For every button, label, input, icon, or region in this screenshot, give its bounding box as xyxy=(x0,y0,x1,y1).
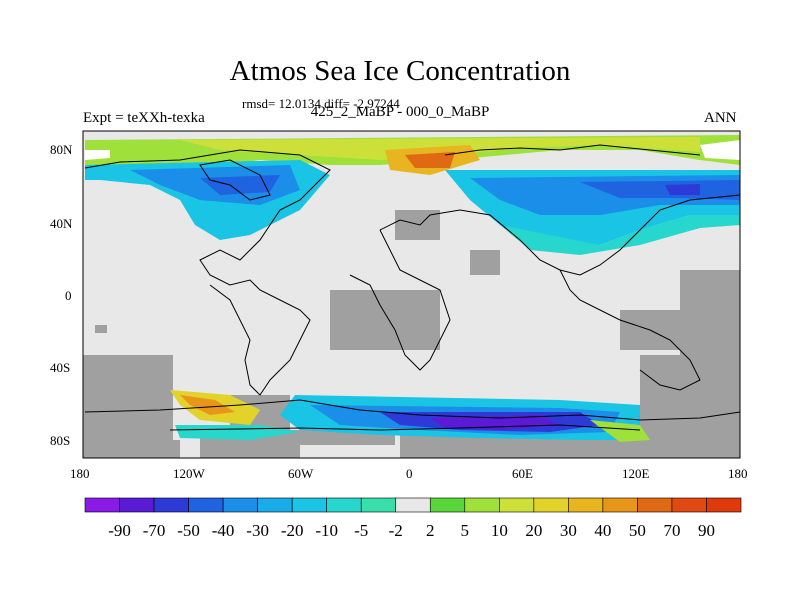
colorbar-label: -30 xyxy=(246,521,269,540)
colorbar-label: 70 xyxy=(663,521,680,540)
colorbar-swatch xyxy=(326,497,362,513)
chart-title: Atmos Sea Ice Concentration xyxy=(229,55,571,87)
lat-label-40s: 40S xyxy=(50,360,71,375)
lon-label-60w: 60W xyxy=(288,466,314,481)
colorbar-label: -5 xyxy=(354,521,368,540)
arctic-change-field xyxy=(85,135,740,255)
lat-label-80n: 80N xyxy=(50,142,73,157)
colorbar: -90 -70 -50 -40 -30 -20 -10 -5 -2 2 5 10 20 30 40 50 70 9… xyxy=(84,497,742,540)
lon-label-120e: 120E xyxy=(622,466,650,481)
map-plot xyxy=(82,130,741,459)
colorbar-swatch xyxy=(222,497,258,513)
colorbar-swatch xyxy=(637,497,673,513)
colorbar-label: -70 xyxy=(143,521,166,540)
lon-label-180e: 180 xyxy=(728,466,748,481)
colorbar-label: 90 xyxy=(698,521,715,540)
colorbar-swatch xyxy=(464,497,500,513)
colorbar-label: 40 xyxy=(594,521,611,540)
colorbar-label: 5 xyxy=(461,521,470,540)
colorbar-label: 10 xyxy=(491,521,508,540)
colorbar-swatch xyxy=(291,497,327,513)
lat-label-40n: 40N xyxy=(50,216,73,231)
colorbar-label: -2 xyxy=(389,521,403,540)
colorbar-label: -10 xyxy=(315,521,338,540)
lon-label-0: 0 xyxy=(406,466,413,481)
experiment-label: Expt = teXXh-texka xyxy=(83,110,205,126)
colorbar-swatch xyxy=(429,497,466,513)
lon-label-60e: 60E xyxy=(512,466,533,481)
stats-line: rmsd= 12.0134 diff= -2.97244 xyxy=(242,96,400,111)
colorbar-swatch xyxy=(153,497,189,513)
colorbar-swatch xyxy=(533,497,569,513)
colorbar-label: 2 xyxy=(426,521,435,540)
colorbar-swatch xyxy=(257,497,293,513)
colorbar-label: 50 xyxy=(629,521,646,540)
colorbar-swatch xyxy=(119,497,155,513)
coastline-outlines xyxy=(84,144,741,431)
lon-label-180w: 180 xyxy=(70,466,90,481)
colorbar-swatch xyxy=(360,497,397,513)
colorbar-swatch xyxy=(568,497,604,513)
colorbar-swatch xyxy=(395,497,431,513)
colorbar-label: -20 xyxy=(281,521,304,540)
lat-label-80s: 80S xyxy=(50,433,71,448)
colorbar-swatch xyxy=(602,497,638,513)
colorbar-label: 30 xyxy=(560,521,577,540)
land-mask xyxy=(83,210,740,458)
colorbar-swatch xyxy=(188,497,224,513)
colorbar-swatch xyxy=(706,497,742,513)
colorbar-swatch xyxy=(671,497,707,513)
lon-label-120w: 120W xyxy=(173,466,205,481)
colorbar-label: -50 xyxy=(177,521,200,540)
season-label: ANN xyxy=(704,110,737,126)
colorbar-swatch xyxy=(84,497,120,513)
colorbar-label: -40 xyxy=(212,521,235,540)
lat-label-0: 0 xyxy=(65,288,72,303)
colorbar-label: -90 xyxy=(108,521,131,540)
colorbar-swatch xyxy=(499,497,535,513)
map-frame xyxy=(82,130,741,459)
colorbar-label: 20 xyxy=(525,521,542,540)
comparison-label: 425_2_MaBP - 000_0_MaBP xyxy=(310,104,490,120)
